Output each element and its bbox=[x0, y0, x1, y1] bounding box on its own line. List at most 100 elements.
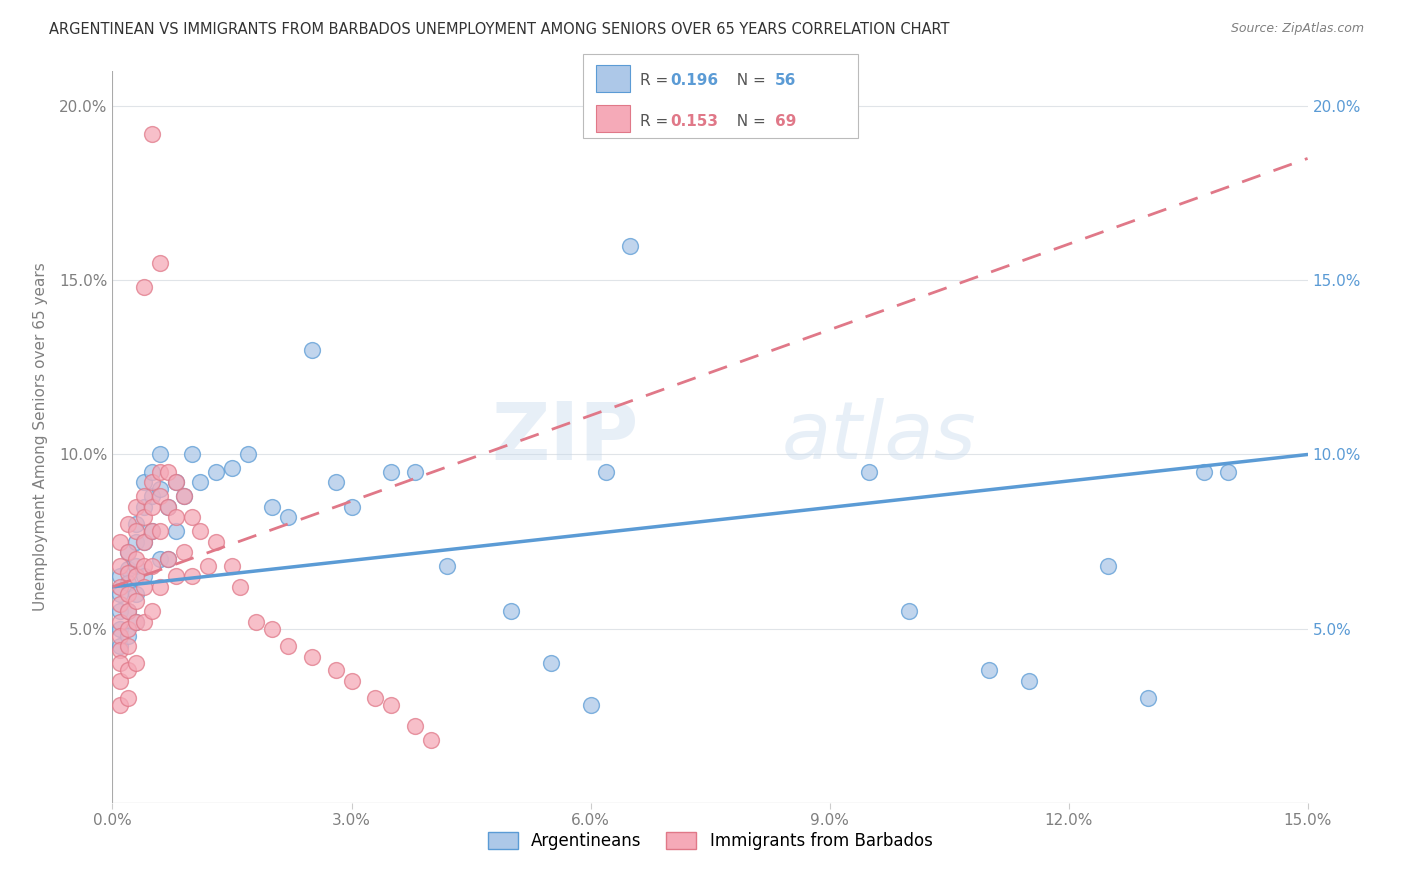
Point bbox=[188, 524, 211, 538]
Point bbox=[149, 465, 172, 479]
Point bbox=[277, 510, 299, 524]
Text: R =: R = bbox=[640, 73, 673, 88]
Point bbox=[157, 500, 180, 514]
Text: 0.153: 0.153 bbox=[671, 114, 718, 128]
Point bbox=[229, 580, 252, 594]
Point bbox=[1137, 691, 1160, 706]
Text: N =: N = bbox=[727, 73, 770, 88]
Point bbox=[134, 580, 156, 594]
Point bbox=[165, 524, 187, 538]
Point bbox=[404, 465, 426, 479]
Point bbox=[134, 615, 156, 629]
Point bbox=[165, 569, 187, 583]
Point bbox=[117, 629, 139, 643]
Point bbox=[110, 642, 132, 657]
Point bbox=[134, 534, 156, 549]
Text: R =: R = bbox=[640, 114, 673, 128]
Point bbox=[125, 615, 148, 629]
Point bbox=[141, 127, 163, 141]
Point bbox=[149, 483, 172, 497]
Point bbox=[301, 343, 323, 357]
Point bbox=[149, 448, 172, 462]
Point bbox=[117, 622, 139, 636]
Point bbox=[173, 545, 195, 559]
Point bbox=[205, 534, 228, 549]
Text: ZIP: ZIP bbox=[491, 398, 638, 476]
Point bbox=[340, 500, 363, 514]
Point bbox=[260, 622, 283, 636]
Point bbox=[110, 569, 132, 583]
Point bbox=[157, 552, 180, 566]
Point bbox=[858, 465, 880, 479]
Point bbox=[141, 500, 163, 514]
Point bbox=[125, 615, 148, 629]
Point bbox=[110, 629, 132, 643]
Point bbox=[134, 489, 156, 503]
Point bbox=[579, 698, 602, 713]
Point bbox=[134, 500, 156, 514]
Point bbox=[125, 500, 148, 514]
Point bbox=[117, 566, 139, 580]
Point bbox=[134, 558, 156, 573]
Point bbox=[325, 664, 347, 678]
Point bbox=[125, 534, 148, 549]
Point bbox=[125, 558, 148, 573]
Point bbox=[149, 580, 172, 594]
Point bbox=[141, 475, 163, 490]
Point bbox=[110, 604, 132, 618]
Point bbox=[165, 475, 187, 490]
Point bbox=[277, 639, 299, 653]
Text: atlas: atlas bbox=[782, 398, 977, 476]
Point bbox=[141, 524, 163, 538]
Point bbox=[141, 489, 163, 503]
Point bbox=[141, 524, 163, 538]
Point bbox=[149, 489, 172, 503]
Point bbox=[420, 733, 443, 747]
Point bbox=[221, 558, 243, 573]
Point bbox=[141, 558, 163, 573]
Point bbox=[110, 534, 132, 549]
Point bbox=[197, 558, 219, 573]
Text: 56: 56 bbox=[775, 73, 796, 88]
Point bbox=[157, 465, 180, 479]
Point bbox=[125, 517, 148, 532]
Point bbox=[125, 657, 148, 671]
Text: 69: 69 bbox=[775, 114, 796, 128]
Text: N =: N = bbox=[727, 114, 770, 128]
Text: 0.196: 0.196 bbox=[671, 73, 718, 88]
Point bbox=[181, 448, 204, 462]
Point bbox=[110, 615, 132, 629]
Text: ARGENTINEAN VS IMMIGRANTS FROM BARBADOS UNEMPLOYMENT AMONG SENIORS OVER 65 YEARS: ARGENTINEAN VS IMMIGRANTS FROM BARBADOS … bbox=[49, 22, 949, 37]
Point bbox=[205, 465, 228, 479]
Point bbox=[1216, 465, 1239, 479]
Point bbox=[134, 569, 156, 583]
Point bbox=[157, 500, 180, 514]
Point bbox=[149, 524, 172, 538]
Point bbox=[110, 558, 132, 573]
Point bbox=[165, 475, 187, 490]
Point bbox=[260, 500, 283, 514]
Point bbox=[117, 545, 139, 559]
Point bbox=[110, 580, 132, 594]
Y-axis label: Unemployment Among Seniors over 65 years: Unemployment Among Seniors over 65 years bbox=[34, 263, 48, 611]
Point bbox=[181, 569, 204, 583]
Point bbox=[117, 576, 139, 591]
Point bbox=[404, 719, 426, 733]
Point bbox=[540, 657, 562, 671]
Point bbox=[141, 465, 163, 479]
Point bbox=[134, 534, 156, 549]
Point bbox=[245, 615, 267, 629]
Point bbox=[125, 594, 148, 608]
Point bbox=[149, 256, 172, 270]
Point bbox=[188, 475, 211, 490]
Point bbox=[134, 475, 156, 490]
Point bbox=[134, 510, 156, 524]
Point bbox=[117, 691, 139, 706]
Point bbox=[181, 510, 204, 524]
Point bbox=[157, 552, 180, 566]
Point bbox=[436, 558, 458, 573]
Point bbox=[117, 587, 139, 601]
Point bbox=[134, 280, 156, 294]
Point bbox=[125, 569, 148, 583]
Point bbox=[117, 517, 139, 532]
